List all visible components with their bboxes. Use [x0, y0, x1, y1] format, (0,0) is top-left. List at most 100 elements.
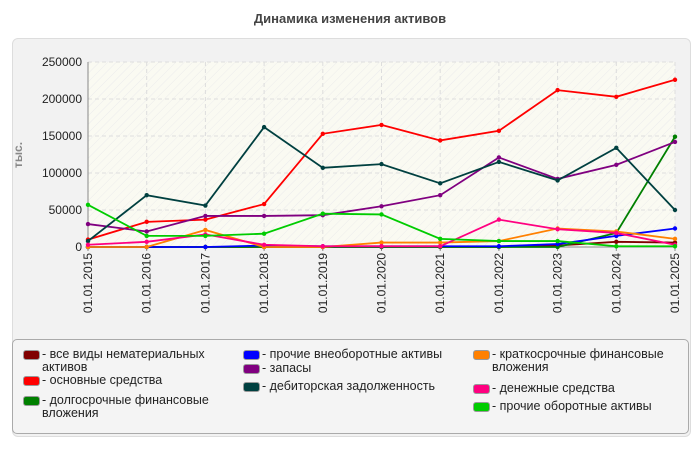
data-point: [555, 227, 560, 232]
data-point: [438, 138, 443, 143]
data-point: [320, 244, 325, 249]
x-tick-label: 01.01.2021: [433, 253, 447, 313]
data-point: [85, 202, 91, 208]
data-point: [496, 159, 502, 165]
legend-label: - прочие оборотные активы: [492, 399, 652, 413]
series-4: [85, 139, 678, 234]
legend: - все виды нематериальных активов - основ…: [12, 339, 689, 434]
data-point: [261, 201, 267, 207]
data-point: [438, 193, 443, 198]
data-point: [555, 238, 560, 244]
data-point: [379, 212, 384, 217]
data-point: [438, 181, 443, 186]
legend-item: - краткосрочные финансовые вложения: [473, 348, 682, 374]
legend-item: - основные средства: [23, 374, 232, 387]
y-tick-label: 0: [75, 240, 82, 254]
x-tick-label: 01.01.2025: [668, 253, 682, 313]
data-point: [203, 244, 208, 250]
data-point: [438, 244, 443, 249]
data-point: [672, 226, 678, 231]
legend-label: - прочие внеоборотные активы: [262, 347, 443, 361]
legend-label: - краткосрочные финансовые вложения: [492, 347, 664, 374]
x-tick-label: 01.01.2015: [81, 253, 95, 313]
line-chart: 0 50000 100000 150000 200000 250000 01.01.2015…: [11, 55, 682, 313]
x-tick-label: 01.01.2018: [257, 253, 271, 313]
data-point: [320, 165, 325, 171]
data-point: [614, 145, 619, 151]
data-point: [85, 238, 91, 244]
data-point: [672, 134, 678, 139]
y-tick-label: 250000: [42, 55, 82, 69]
data-point: [320, 131, 325, 136]
legend-item: - дебиторская задолженность: [243, 380, 452, 393]
legend-swatch: [23, 376, 40, 386]
data-point: [320, 211, 325, 216]
data-point: [203, 217, 208, 222]
chart-title: Динамика изменения активов: [253, 11, 447, 26]
x-tick-label: 01.01.2020: [375, 253, 389, 313]
legend-label: - все виды нематериальных активов: [42, 347, 205, 374]
legend-label: - основные средства: [42, 373, 163, 387]
legend-label: - долгосрочные финансовые вложения: [42, 393, 209, 420]
legend-item: - запасы: [243, 362, 452, 375]
data-point: [555, 178, 560, 183]
legend-label: - денежные средства: [492, 381, 615, 395]
data-point: [379, 244, 384, 249]
series-5: [85, 124, 678, 244]
data-point: [379, 122, 384, 128]
data-point: [379, 204, 384, 209]
data-point: [614, 94, 619, 99]
data-point: [496, 128, 502, 134]
data-point: [144, 219, 149, 225]
data-point: [144, 233, 149, 239]
legend-label: - дебиторская задолженность: [262, 379, 436, 393]
data-point: [614, 244, 619, 249]
data-point: [144, 229, 149, 234]
data-point: [379, 240, 384, 245]
data-point: [144, 244, 149, 250]
data-point: [672, 244, 678, 249]
data-point: [203, 227, 208, 233]
data-point: [85, 221, 91, 227]
x-tick-label: 01.01.2017: [198, 253, 212, 313]
data-point: [672, 77, 678, 82]
legend-item: - прочие оборотные активы: [473, 400, 682, 413]
data-point: [203, 213, 208, 219]
legend-item: - долгосрочные финансовые вложения: [23, 394, 232, 420]
data-point: [144, 239, 149, 245]
x-tick-label: 01.01.2024: [609, 253, 623, 313]
legend-item: - денежные средства: [473, 382, 682, 395]
data-point: [261, 213, 267, 219]
legend-swatch: [243, 350, 260, 360]
y-tick-label: 50000: [49, 203, 83, 217]
legend-swatch: [243, 364, 260, 374]
legend-item: - прочие внеоборотные активы: [243, 348, 452, 361]
legend-swatch: [473, 350, 490, 360]
y-tick-label: 150000: [42, 129, 82, 143]
data-point: [438, 240, 443, 245]
data-point: [85, 242, 91, 247]
legend-swatch: [473, 384, 490, 394]
series-8: [85, 202, 678, 249]
data-point: [261, 231, 267, 236]
data-point: [203, 233, 208, 239]
data-point: [379, 161, 384, 167]
data-point: [261, 124, 267, 130]
legend-item: - все виды нематериальных активов: [23, 348, 232, 374]
data-point: [672, 207, 678, 213]
legend-swatch: [23, 396, 40, 406]
data-point: [672, 139, 678, 145]
legend-label: - запасы: [262, 361, 312, 375]
data-point: [555, 87, 560, 93]
y-axis-label: тыс.: [11, 142, 25, 168]
data-point: [614, 162, 619, 168]
data-point: [614, 239, 619, 245]
data-point: [496, 155, 502, 160]
data-point: [438, 236, 443, 242]
y-tick-label: 200000: [42, 92, 82, 106]
y-tick-label: 100000: [42, 166, 82, 180]
data-point: [496, 238, 502, 244]
x-tick-label: 01.01.2022: [492, 253, 506, 313]
x-tick-label: 01.01.2019: [316, 253, 330, 313]
data-point: [672, 236, 678, 242]
